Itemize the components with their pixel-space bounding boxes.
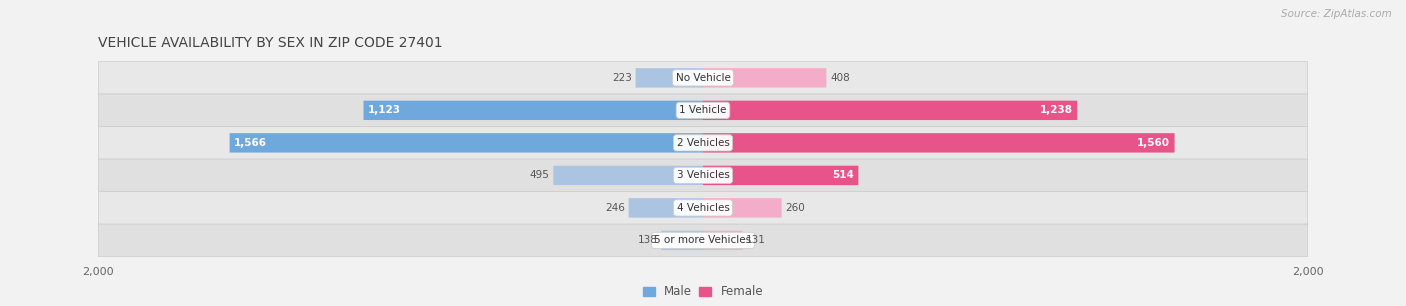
- Legend: Male, Female: Male, Female: [638, 281, 768, 303]
- FancyBboxPatch shape: [98, 62, 1308, 94]
- Text: 246: 246: [605, 203, 626, 213]
- Text: 1 Vehicle: 1 Vehicle: [679, 105, 727, 115]
- FancyBboxPatch shape: [703, 231, 742, 250]
- FancyBboxPatch shape: [98, 159, 1308, 192]
- FancyBboxPatch shape: [554, 166, 703, 185]
- Text: Source: ZipAtlas.com: Source: ZipAtlas.com: [1281, 9, 1392, 19]
- Text: 495: 495: [530, 170, 550, 180]
- Text: 131: 131: [747, 235, 766, 245]
- Text: 514: 514: [832, 170, 853, 180]
- Text: No Vehicle: No Vehicle: [675, 73, 731, 83]
- FancyBboxPatch shape: [661, 231, 703, 250]
- Text: 4 Vehicles: 4 Vehicles: [676, 203, 730, 213]
- Text: 5 or more Vehicles: 5 or more Vehicles: [654, 235, 752, 245]
- Text: 1,566: 1,566: [235, 138, 267, 148]
- FancyBboxPatch shape: [98, 127, 1308, 159]
- FancyBboxPatch shape: [98, 94, 1308, 127]
- Text: 3 Vehicles: 3 Vehicles: [676, 170, 730, 180]
- FancyBboxPatch shape: [229, 133, 703, 153]
- FancyBboxPatch shape: [364, 101, 703, 120]
- FancyBboxPatch shape: [98, 224, 1308, 257]
- Text: 223: 223: [612, 73, 631, 83]
- FancyBboxPatch shape: [703, 101, 1077, 120]
- FancyBboxPatch shape: [703, 166, 859, 185]
- FancyBboxPatch shape: [98, 192, 1308, 224]
- Text: 1,123: 1,123: [368, 105, 401, 115]
- Text: VEHICLE AVAILABILITY BY SEX IN ZIP CODE 27401: VEHICLE AVAILABILITY BY SEX IN ZIP CODE …: [98, 36, 443, 50]
- Text: 1,238: 1,238: [1039, 105, 1073, 115]
- Text: 138: 138: [638, 235, 658, 245]
- Text: 408: 408: [830, 73, 849, 83]
- Text: 1,560: 1,560: [1137, 138, 1170, 148]
- FancyBboxPatch shape: [703, 68, 827, 88]
- FancyBboxPatch shape: [703, 133, 1174, 153]
- FancyBboxPatch shape: [703, 198, 782, 218]
- FancyBboxPatch shape: [636, 68, 703, 88]
- Text: 260: 260: [785, 203, 806, 213]
- Text: 2 Vehicles: 2 Vehicles: [676, 138, 730, 148]
- FancyBboxPatch shape: [628, 198, 703, 218]
